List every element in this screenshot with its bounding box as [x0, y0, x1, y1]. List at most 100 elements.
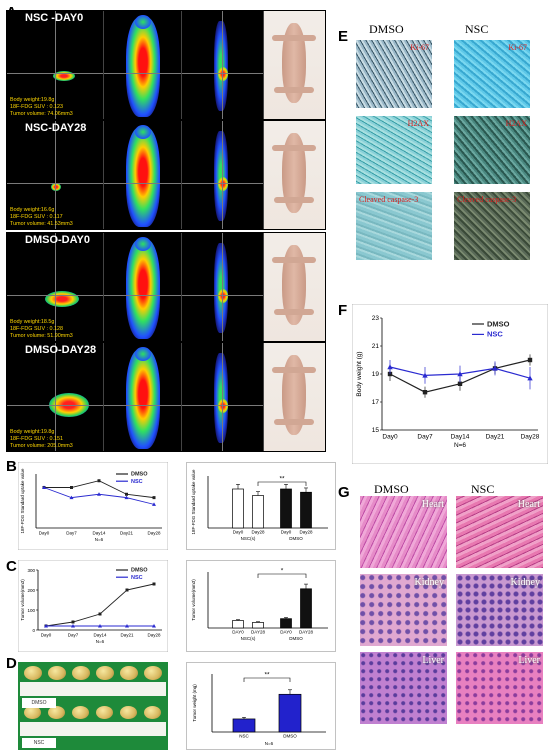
pet-sagittal-view: [181, 11, 263, 119]
tumor-sample: [96, 666, 114, 680]
tumor-sample: [72, 666, 90, 680]
pet-axial-view: NSC-DAY28 Body weight:16.6g 18F-FDG SUV : …: [7, 121, 103, 229]
x-tick-label: DAY0: [280, 630, 292, 635]
data-point: [492, 365, 498, 371]
ihc-image-dmso: Ki-67: [356, 40, 432, 108]
data-point: [44, 624, 48, 628]
y-tick-label: 300: [27, 568, 35, 573]
x-tick-label: DAY28: [251, 630, 265, 635]
bar: [300, 588, 312, 629]
x-tick-label: DMSO: [283, 734, 297, 739]
significance-marker: *: [281, 568, 284, 575]
y-axis-label: Body weight (g): [356, 351, 363, 396]
data-point: [387, 364, 393, 370]
data-point: [152, 502, 156, 506]
ihc-image-nsc: Ki-67: [454, 40, 530, 108]
body-weight-chart: 15 17 19 21 23 Day0 Day7 Day14 Day21 Day28 N=6 Body…: [352, 304, 548, 464]
ruler-bottom: [20, 722, 166, 736]
ihc-col-dmso: DMSO: [369, 22, 404, 36]
chart-frame: [186, 662, 336, 750]
pet-hotspot: [51, 183, 61, 191]
data-point: [124, 495, 129, 500]
x-tick-label: Day28: [147, 633, 161, 638]
data-point: [71, 620, 75, 624]
y-tick-label: 15: [372, 427, 380, 434]
panel-label-b: B: [6, 458, 17, 475]
tumor-weight-bar-chart: NSC DMSO N=6 Tumor weight (mg) **: [186, 662, 336, 750]
pet-coronal-view: [103, 11, 181, 119]
he-col-nsc: NSC: [471, 482, 495, 496]
ihc-image-dmso: H2AX: [356, 116, 432, 184]
bar: [280, 618, 292, 629]
x-axis-label: N=6: [96, 639, 105, 644]
he-tissue-label: Liver: [518, 655, 540, 666]
panel-label-f: F: [338, 302, 348, 319]
x-tick-label: Day28: [299, 530, 313, 535]
bar: [232, 488, 244, 529]
y-tick-label: 19: [372, 371, 380, 378]
pet-row-title: DMSO-DAY28: [25, 344, 97, 356]
data-point: [97, 492, 101, 496]
pet-row: DMSO-DAY28 Body weight:19.8g 18F-FDG SUV :…: [6, 342, 326, 452]
he-tissue-label: Heart: [421, 499, 444, 510]
bar: [232, 718, 256, 733]
y-tick-label: 21: [372, 343, 380, 350]
ihc-stain-label: Ki-67: [410, 43, 429, 52]
pet-axial-view: NSC -DAY0 Body weight:19.8g 18F-FDG SUV : …: [7, 11, 103, 119]
data-point: [70, 486, 73, 489]
tumor-sample: [144, 666, 162, 680]
x-tick-label: Day0: [382, 434, 398, 441]
x-tick-label: Day14: [93, 633, 107, 638]
x-tick-label: Day21: [486, 434, 505, 441]
pet-row: NSC -DAY0 Body weight:19.8g 18F-FDG SUV : …: [6, 10, 326, 120]
pet-hotspot: [53, 71, 75, 81]
data-point: [69, 495, 74, 500]
data-point: [71, 624, 75, 628]
pet-sagittal-view: [181, 121, 263, 229]
panel-label-g: G: [338, 484, 350, 501]
x-tick-label: Day14: [451, 434, 470, 441]
pet-row-info: Body weight:16.6g 18F-FDG SUV : 0.117 Tumo…: [10, 207, 73, 227]
mouse-photo: [263, 233, 325, 341]
x-tick-label: Day21: [120, 633, 134, 638]
panel-label-e: E: [338, 28, 349, 45]
y-axis-label: Tumor volume(mm3): [191, 579, 196, 621]
label-dmso: DMSO: [22, 698, 56, 708]
significance-marker: **: [264, 672, 270, 679]
data-point: [125, 492, 128, 496]
he-image-nsc: Heart: [456, 496, 543, 568]
pet-row-info: Body weight:19.8g 18F-FDG SUV : 0.151 Tumo…: [10, 429, 73, 449]
tumor-sample: [48, 706, 65, 719]
pet-sagittal-view: [181, 233, 263, 341]
he-image-dmso: Kidney: [360, 574, 447, 646]
significance-bracket: [257, 573, 307, 578]
data-point: [457, 381, 463, 386]
he-col-dmso: DMSO: [374, 482, 409, 496]
he-tissue-label: Liver: [422, 655, 444, 666]
data-point: [42, 485, 46, 489]
he-tissue-label: Kidney: [414, 577, 444, 588]
ruler-top: [20, 682, 166, 696]
data-point: [422, 390, 428, 395]
data-point: [97, 479, 101, 483]
he-tissue-label: Heart: [517, 499, 540, 510]
bar: [300, 491, 312, 529]
he-image-nsc: Liver: [456, 652, 543, 724]
ihc-image-nsc: Cleaved caspase-3: [454, 192, 530, 260]
y-axis-label: 18F-FDG Standard uptake value: [20, 468, 25, 534]
legend-label: NSC: [131, 479, 143, 485]
legend-label: DMSO: [131, 568, 148, 574]
group-label: DMSO: [289, 536, 303, 541]
x-tick-label: Day28: [251, 530, 265, 535]
chart-frame: [18, 462, 168, 550]
ihc-stain-label: Ki-67: [508, 43, 527, 52]
significance-bracket: [243, 677, 291, 682]
data-point: [152, 624, 156, 628]
tumor-sample: [24, 706, 41, 719]
legend-label: DMSO: [487, 319, 510, 328]
significance-bracket: [257, 481, 307, 486]
data-point: [98, 612, 102, 616]
bar: [252, 622, 264, 629]
